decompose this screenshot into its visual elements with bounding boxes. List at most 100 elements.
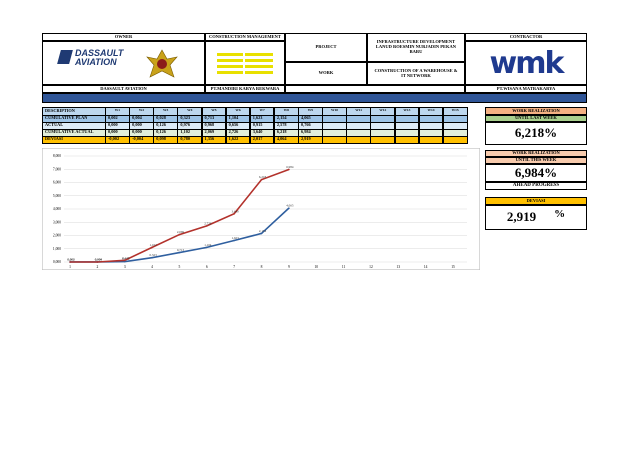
summary-sub: UNTIL THIS WEEK [485, 157, 587, 164]
contractor-label: CONTRACTOR [465, 33, 587, 41]
table-cell [442, 136, 468, 144]
x-tick-label: 6 [206, 265, 208, 269]
y-tick-label: 3,000 [53, 220, 61, 225]
table-cell: 4,064 [273, 136, 299, 144]
table-cell [418, 136, 444, 144]
point [151, 246, 153, 249]
summary-sub: UNTIL LAST WEEK [485, 115, 587, 122]
deviasi-title: DEVIASI [485, 197, 587, 205]
summary-value: 6,218% [485, 122, 587, 145]
x-tick-label: 3 [124, 265, 126, 269]
y-tick-label: 8,000 [53, 154, 61, 159]
x-tick-label: 1 [69, 265, 71, 269]
point [260, 232, 263, 235]
table-cell [322, 136, 347, 144]
table-cell: -0,002 [105, 136, 130, 144]
contractor: PT.WISANA MATRAKARYA [465, 85, 587, 93]
table-cell: 0,098 [153, 136, 178, 144]
data-label: 0,713 [177, 248, 185, 253]
point [233, 212, 235, 215]
project-label: PROJECT [285, 33, 367, 62]
chart: 0,000 1,000 2,000 3,000 4,000 5,000 6,000 7,000… [42, 148, 480, 270]
data-label: 6,218 [259, 175, 267, 180]
table-cell: DEVIASI [42, 136, 106, 144]
deviasi-value: 2,919 [506, 209, 537, 225]
point [260, 178, 263, 181]
x-tick-label: 10 [314, 265, 318, 269]
x-tick-label: 14 [424, 265, 428, 269]
data-label: 2,726 [204, 221, 212, 226]
emblem [146, 49, 178, 78]
point [123, 259, 126, 262]
owner-logo-text: DASSAULT AVIATION [75, 48, 124, 67]
x-tick-label: 2 [96, 265, 98, 269]
summary-title: WORK REALIZATION [485, 150, 587, 157]
data-label: 0,126 [122, 256, 130, 261]
x-tick-label: 11 [342, 265, 346, 269]
summary-value: 6,984% [485, 164, 587, 182]
data-label: 0,000 [95, 258, 103, 263]
data-label: 1,102 [149, 243, 157, 248]
x-tick-label: 4 [151, 265, 153, 269]
table-cell [346, 136, 372, 144]
data-label: 4,065 [286, 204, 294, 209]
y-tick-label: 4,000 [53, 207, 61, 212]
data-label: 3,640 [232, 209, 240, 214]
x-tick-label: 8 [261, 265, 263, 269]
x-tick-label: 15 [451, 265, 455, 269]
data-label: 6,984 [286, 165, 294, 170]
project: INFRASTRUCTURE DEVELOPMENT LANUD ROESMIN… [367, 33, 465, 62]
owner-label: OWNER [42, 33, 205, 41]
owner: DASSAULT AVIATION [42, 85, 205, 93]
y-tick-label: 6,000 [53, 181, 61, 186]
point [288, 207, 290, 209]
point [96, 261, 99, 263]
cm-logo-cell [205, 41, 285, 85]
point [178, 251, 181, 254]
table-cell: 0,780 [177, 136, 203, 144]
summary-title: WORK REALIZATION [485, 107, 587, 115]
table-cell: -0,004 [129, 136, 154, 144]
table-cell: 2,017 [249, 136, 275, 144]
x-tick-label: 13 [397, 265, 401, 269]
cm-label: CONSTRUCTION MANAGEMENT [205, 33, 285, 41]
point [233, 239, 235, 242]
blue-bar [42, 93, 587, 103]
deviasi-unit: % [554, 208, 566, 221]
point [151, 256, 153, 259]
point [69, 261, 71, 263]
x-tick-label: 7 [233, 265, 235, 269]
table-cell: 2,919 [298, 136, 323, 144]
point [206, 246, 208, 249]
data-label: 1,104 [204, 243, 212, 248]
deviasi-box: 2,919 % [485, 205, 587, 230]
table-cell [370, 136, 396, 144]
point [288, 168, 290, 171]
work: CONSTRUCTION OF A WAREHOUSE & IT NETWORK [367, 62, 465, 85]
data-label: 0,004 [95, 257, 103, 262]
y-tick-label: 5,000 [53, 194, 61, 199]
y-tick-label: 1,000 [53, 247, 61, 252]
owner-logo-cell: DASSAULT AVIATION [42, 41, 205, 85]
y-tick-label: 0,000 [53, 260, 61, 265]
table-cell: 1,622 [225, 136, 251, 144]
work-label: WORK [285, 62, 367, 85]
table-cell [394, 136, 420, 144]
data-label: 2,154 [259, 229, 267, 234]
blank-cell [285, 85, 465, 93]
data-label: 2,069 [177, 230, 185, 235]
summary-status: AHEAD PROGRESS [485, 182, 587, 190]
cm-logo [217, 49, 273, 77]
owner-logo-mark [57, 50, 73, 64]
data-label: 0,323 [149, 253, 157, 258]
x-tick-label: 9 [288, 265, 290, 269]
point [206, 225, 208, 227]
x-tick-label: 12 [369, 265, 373, 269]
point [178, 233, 181, 236]
data-label: 0,002 [67, 257, 75, 262]
contractor-logo: wmk [465, 41, 587, 85]
y-tick-label: 2,000 [53, 234, 61, 239]
table-cell: 1,356 [201, 136, 227, 144]
data-label: 1,623 [232, 236, 240, 241]
